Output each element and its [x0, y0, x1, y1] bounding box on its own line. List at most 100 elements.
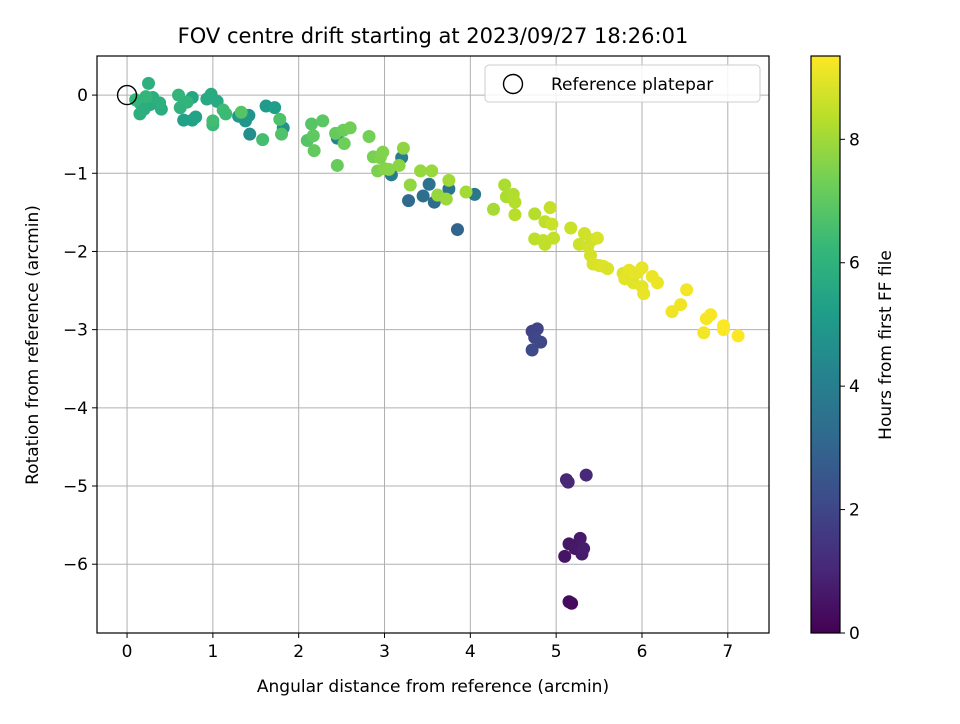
data-point — [422, 177, 436, 191]
data-point — [414, 164, 428, 178]
data-point — [439, 192, 453, 206]
x-tick-label: 2 — [293, 642, 304, 662]
data-point — [590, 231, 604, 245]
colorbar-tick-label: 4 — [849, 377, 860, 397]
y-tick-label: −6 — [63, 555, 88, 575]
data-point — [508, 195, 522, 209]
data-point — [219, 107, 233, 121]
y-tick-label: −3 — [63, 321, 88, 341]
y-ticks: 0 −1 −2 −3 −4 −5 −6 — [63, 86, 97, 575]
data-point — [547, 231, 561, 245]
colorbar-ticks: 0 2 4 6 8 — [840, 130, 860, 644]
data-point — [635, 261, 649, 275]
data-point — [674, 298, 688, 312]
data-point — [392, 158, 406, 172]
data-point — [534, 335, 548, 349]
data-point — [343, 121, 357, 135]
data-point — [717, 319, 731, 333]
data-point — [637, 287, 651, 301]
data-point — [305, 117, 319, 131]
data-point — [525, 343, 539, 357]
data-point — [268, 101, 282, 115]
colorbar-tick-label: 2 — [849, 501, 860, 521]
y-tick-label: 0 — [77, 86, 88, 106]
data-point — [543, 201, 557, 215]
axes-frame — [96, 55, 770, 634]
data-point — [579, 468, 593, 482]
chart-title: FOV centre drift starting at 2023/09/27 … — [178, 24, 689, 48]
colorbar-label: Hours from first FF file — [876, 250, 896, 440]
data-point — [180, 95, 194, 109]
data-point — [498, 178, 512, 192]
data-point — [172, 88, 186, 102]
data-point — [376, 145, 390, 159]
data-point — [416, 189, 430, 203]
x-tick-label: 5 — [551, 642, 562, 662]
colorbar-frame — [810, 55, 841, 634]
colorbar: 0 2 4 6 8 Hours from first FF file — [810, 55, 896, 644]
data-point — [402, 194, 416, 208]
data-point — [731, 329, 745, 343]
reference-platepar-marker — [116, 84, 138, 106]
y-tick-label: −1 — [63, 164, 88, 184]
data-point — [577, 542, 591, 556]
x-tick-label: 0 — [122, 642, 133, 662]
data-point — [528, 207, 542, 221]
data-point — [573, 531, 587, 545]
data-point — [704, 308, 718, 322]
y-tick-label: −4 — [63, 399, 88, 419]
data-points — [129, 76, 745, 610]
data-point — [189, 110, 203, 124]
data-point — [450, 223, 464, 237]
data-point — [545, 217, 559, 231]
legend-label-reference: Reference platepar — [551, 75, 713, 95]
y-axis-label: Rotation from reference (arcmin) — [23, 205, 43, 485]
data-point — [306, 129, 320, 143]
x-tick-label: 7 — [722, 642, 733, 662]
y-tick-label: −2 — [63, 242, 88, 262]
data-point — [330, 158, 344, 172]
data-point — [680, 283, 694, 297]
data-point — [243, 127, 257, 141]
data-point — [425, 164, 439, 178]
data-point — [316, 114, 330, 128]
data-point — [275, 127, 289, 141]
legend-marker-reference — [502, 73, 524, 95]
x-tick-label: 4 — [465, 642, 476, 662]
data-point — [307, 144, 321, 158]
data-point — [459, 185, 473, 199]
y-tick-label: −5 — [63, 477, 88, 497]
data-point — [403, 178, 417, 192]
data-point — [558, 549, 572, 563]
data-point — [273, 112, 287, 126]
data-point — [442, 173, 456, 187]
x-ticks: 0 1 2 3 4 5 6 7 — [122, 633, 733, 662]
data-point — [234, 105, 248, 119]
data-point — [508, 208, 522, 222]
x-tick-label: 1 — [207, 642, 218, 662]
x-tick-label: 6 — [637, 642, 648, 662]
data-point — [564, 221, 578, 235]
data-point — [382, 162, 396, 176]
data-point — [133, 107, 147, 121]
data-point — [665, 305, 679, 319]
data-point — [256, 133, 270, 147]
data-point — [337, 137, 351, 151]
colorbar-tick-label: 6 — [849, 254, 860, 274]
data-point — [362, 130, 376, 144]
data-point — [561, 475, 575, 489]
data-point — [139, 90, 153, 104]
legend-box — [484, 64, 761, 103]
legend: Reference platepar — [484, 64, 761, 103]
x-tick-label: 3 — [379, 642, 390, 662]
data-point — [206, 114, 220, 128]
data-point — [487, 202, 501, 216]
data-point — [141, 76, 155, 90]
data-point — [650, 276, 664, 290]
data-point — [396, 141, 410, 155]
x-axis-label: Angular distance from reference (arcmin) — [257, 677, 609, 697]
data-point — [697, 326, 711, 340]
